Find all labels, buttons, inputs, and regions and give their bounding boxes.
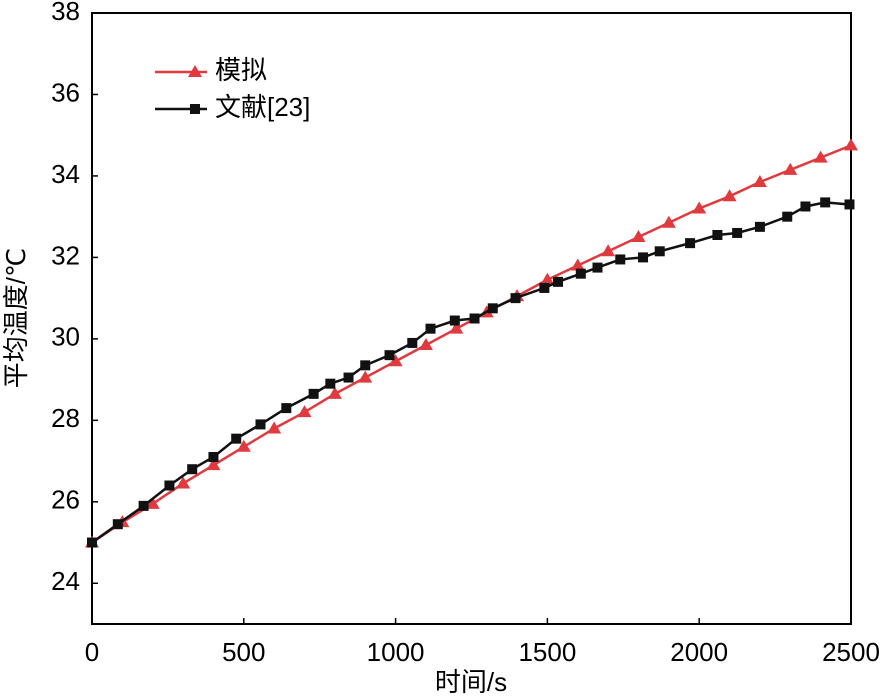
marker xyxy=(575,268,586,279)
x-tick-label: 1000 xyxy=(367,637,425,667)
marker xyxy=(343,372,354,383)
marker xyxy=(208,451,219,462)
series-line xyxy=(91,201,850,544)
marker xyxy=(308,388,319,399)
marker xyxy=(732,227,743,238)
marker xyxy=(487,303,498,314)
y-tick-label: 28 xyxy=(51,403,80,433)
marker xyxy=(601,244,616,257)
x-tick-label: 500 xyxy=(222,637,265,667)
marker xyxy=(425,323,436,334)
y-tick-label: 32 xyxy=(51,240,80,270)
marker xyxy=(449,321,464,334)
marker xyxy=(752,175,767,188)
legend-marker xyxy=(188,65,202,77)
y-axis-label: 平均温度/℃ xyxy=(1,248,31,388)
marker xyxy=(820,197,831,208)
marker xyxy=(267,421,282,434)
marker xyxy=(358,370,373,383)
marker xyxy=(783,162,798,175)
y-tick-label: 34 xyxy=(51,159,80,189)
legend-marker xyxy=(190,104,200,114)
marker xyxy=(722,189,737,202)
y-tick-label: 30 xyxy=(51,322,80,352)
marker xyxy=(844,199,855,210)
marker xyxy=(654,246,665,257)
marker xyxy=(685,238,696,249)
marker xyxy=(754,221,765,232)
x-tick-label: 1500 xyxy=(518,637,576,667)
x-tick-label: 2000 xyxy=(670,637,728,667)
marker xyxy=(844,138,858,151)
marker xyxy=(325,378,336,389)
marker xyxy=(297,405,312,418)
marker xyxy=(281,403,292,414)
marker xyxy=(540,272,555,285)
marker xyxy=(638,252,649,263)
marker xyxy=(138,500,149,511)
marker xyxy=(87,537,97,548)
marker xyxy=(539,282,550,293)
marker xyxy=(145,496,160,509)
marker xyxy=(231,433,242,444)
marker xyxy=(782,211,793,222)
marker xyxy=(570,258,585,271)
marker xyxy=(553,276,564,287)
marker xyxy=(176,476,191,489)
marker xyxy=(187,464,198,475)
y-tick-label: 38 xyxy=(51,0,80,26)
legend-label: 文献[23] xyxy=(215,92,310,122)
marker xyxy=(615,254,626,265)
marker xyxy=(112,519,123,530)
marker xyxy=(327,386,342,399)
marker xyxy=(384,350,395,361)
marker xyxy=(692,201,707,214)
series-line xyxy=(91,144,852,544)
marker xyxy=(631,230,646,243)
marker xyxy=(510,293,521,304)
marker xyxy=(592,262,603,273)
marker xyxy=(206,458,221,471)
plot-frame xyxy=(91,12,852,625)
marker xyxy=(164,480,175,491)
marker xyxy=(236,439,251,452)
marker xyxy=(800,201,811,212)
x-tick-label: 0 xyxy=(85,637,99,667)
y-tick-label: 26 xyxy=(51,485,80,515)
x-axis-label: 时间/s xyxy=(435,667,507,697)
legend-label: 模拟 xyxy=(215,55,267,85)
marker xyxy=(360,360,371,371)
y-tick-label: 36 xyxy=(51,77,80,107)
marker xyxy=(449,315,460,326)
marker xyxy=(813,150,828,163)
marker xyxy=(418,337,433,350)
marker xyxy=(388,354,403,367)
x-tick-label: 2500 xyxy=(822,637,880,667)
marker xyxy=(661,215,676,228)
marker xyxy=(712,229,723,240)
marker xyxy=(255,419,266,430)
marker xyxy=(469,313,480,324)
marker xyxy=(407,337,418,348)
y-tick-label: 24 xyxy=(51,566,80,596)
